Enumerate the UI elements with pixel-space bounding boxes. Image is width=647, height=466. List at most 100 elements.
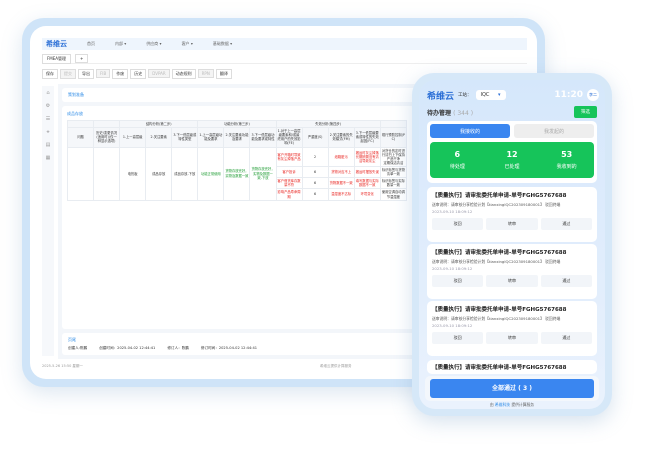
nav-base-data[interactable]: 基础数据 ▾ (212, 41, 233, 46)
item-title: 【质量执行】请审批委托单申请-单号FGHG5767688 (432, 193, 567, 199)
group-header (379, 119, 408, 129)
toolbar-button[interactable]: RPN (197, 69, 214, 78)
footer-prefix: 由 (489, 402, 494, 407)
page-title: 待办管理 ( 344 ) (427, 108, 473, 117)
approve-all-button[interactable]: 全部通过 ( 3 ) (430, 379, 594, 398)
reject-button[interactable]: 驳回 (432, 332, 484, 345)
file-icon[interactable]: ▦ (45, 155, 51, 161)
cell: 填写数据与实际数据不一致 (353, 177, 381, 190)
toolbar-button[interactable]: 保存 (42, 68, 58, 79)
item-actions: 驳回 转审 通过 (432, 332, 592, 345)
column-header: 3.下一低层级或特性类型 (171, 127, 199, 148)
station-value: IQC (480, 92, 490, 98)
list-item-partial: 【质量执行】请审批委托单申请-单号FGHG5767688 (427, 360, 597, 374)
station-select[interactable]: IQC ▾ (475, 90, 506, 100)
footer-suffix: 提供计算服务 (511, 402, 535, 407)
item-time: 2023-09-10 18:09:12 (432, 266, 473, 272)
home-icon[interactable]: ⌂ (46, 90, 50, 96)
column-header: 3.下一低层级要素或特性的失效起因(FC) (353, 127, 381, 148)
toolbar-button[interactable]: FIB (96, 69, 111, 78)
approve-button[interactable]: 通过 (540, 218, 592, 231)
approve-button[interactable]: 通过 (540, 275, 592, 288)
transfer-button[interactable]: 转审 (486, 332, 538, 345)
nav-internal[interactable]: 内部 ▾ (115, 41, 127, 46)
column-header: 2.关注要素的失效模式(FM) (327, 127, 355, 148)
toolbar-button[interactable]: 作废 (112, 68, 129, 79)
add-tab-button[interactable]: + (75, 54, 89, 63)
transfer-button[interactable]: 转审 (486, 275, 538, 288)
count: ( 344 ) (453, 110, 474, 117)
cell: 影响产品寿命周期 (275, 188, 303, 201)
toolbar-button[interactable]: 翻译 (215, 68, 232, 79)
group-header (66, 119, 95, 129)
cause: 环境变化 (360, 192, 374, 197)
top-nav: 希维云 首页 内部 ▾ 供应商 ▾ 客户 ▾ 基础数据 ▾ (42, 38, 527, 50)
status-provider: 希维云提供计算服务 (320, 364, 352, 368)
section-footer: 页尾 创建人:陈鹏 创建时间：2025-04-02 12:44:41 修订人：陈鹏 修… (62, 333, 522, 355)
section-title: 成品存放 (67, 111, 83, 116)
stat-0[interactable]: 6 待处理 (430, 142, 485, 178)
footer-brand[interactable]: 希维科技 (494, 402, 511, 407)
stats-bar: 6 待处理 12 已处理 53 我收到的 (430, 142, 594, 178)
cell: 客户借货库存数量不符 (275, 177, 303, 190)
approve-button[interactable]: 通过 (540, 332, 592, 345)
cell: 6 (301, 177, 329, 190)
tab-received[interactable]: 我接收的 (430, 124, 510, 138)
cell: 客户开箱时导致有灰尘掉落产品 (275, 146, 303, 167)
cell: 对货仓的定时进行清扫上下保持产品干净 定期保洁清洁 (379, 146, 408, 167)
section-title[interactable]: 策划准备 (68, 92, 84, 97)
toolbar-button[interactable]: DVPAR (148, 69, 170, 78)
footer: 由 希维科技 提供计算服务 (419, 402, 605, 408)
cell (66, 146, 95, 201)
item-title: 【质量执行】请审批委托单申请-单号FGHG5767688 (432, 365, 567, 371)
station-label: 工站： (458, 93, 472, 98)
cell: 标识标签与实际数量一致 (379, 177, 408, 190)
toolbar-button[interactable]: 历史 (130, 68, 147, 79)
cause: 填写数据与实际数据不一致 (355, 179, 379, 188)
stat-label: 我收到的 (556, 164, 577, 170)
group-header: 失效分析(第四步) (275, 119, 381, 129)
stat-number: 12 (506, 150, 518, 159)
tree-icon[interactable]: ⚹ (46, 129, 50, 135)
nav-home[interactable]: 首页 (87, 41, 95, 46)
item-description: 送审说明：请审核分享检验计划【tianxingIQC202309180001】 … (432, 202, 561, 207)
phone-screen: 希维云 工站： IQC ▾ 11:20 李二 待办管理 ( 344 ) 筛选 我接… (419, 80, 605, 409)
cell: 6 (301, 165, 329, 179)
list-item[interactable]: 【质量执行】请审批委托单申请-单号FGHG5767688 送审说明：请审核分享检验… (427, 301, 597, 356)
toolbar-button[interactable]: 动态规则 (171, 68, 196, 79)
toolbar-button[interactable]: 提交 (60, 68, 76, 79)
reject-button[interactable]: 驳回 (432, 218, 484, 231)
fmea-table: 结构分析(第二步) 功能分析(第三步) 失效分析(第四步) 问题 历史/变更情况(适用时… (66, 119, 408, 201)
doc-icon[interactable]: ▤ (45, 142, 51, 148)
filter-button[interactable]: 筛选 (574, 106, 597, 118)
transfer-button[interactable]: 转审 (486, 218, 538, 231)
section-prep: 策划准备 (62, 88, 522, 102)
cause: 长期搁置没有清洁导致灰尘 (355, 154, 379, 163)
phone-header: 希维云 工站： IQC ▾ 11:20 李二 (427, 86, 599, 104)
logo: 希维云 (427, 91, 455, 102)
gear-icon[interactable]: ⚙ (45, 103, 51, 109)
tab-fmea[interactable]: FMEA管理 (42, 53, 72, 64)
list-item[interactable]: 【质量执行】请审批委托单申请-单号FGHG5767688 送审说明：请审核分享检验… (427, 187, 597, 242)
nav-supplier[interactable]: 供应商 ▾ (146, 41, 162, 46)
item-title: 【质量执行】请审批委托单申请-单号FGHG5767688 (432, 307, 567, 313)
table-row: 客户借货库存数量不符 6 货物数据不一致 填写数据与实际数据不一致 标识标签与实际数量一… (68, 177, 408, 190)
group-header: 功能分析(第三步) (197, 119, 277, 129)
control: 使用空调自动调节温湿度 (381, 190, 405, 199)
group-header: 结构分析(第二步) (119, 119, 199, 129)
nav-customer[interactable]: 客户 ▾ (181, 41, 193, 46)
avatar[interactable]: 李二 (587, 89, 599, 101)
item-description: 送审说明：请审核分享检验计划【tianxingIQC202309180001】 … (432, 259, 561, 264)
cell: 功能正常使用 (197, 146, 225, 201)
toolbar-button[interactable]: 导出 (78, 68, 94, 79)
cell: 标识标签与货物清单一致 (379, 165, 408, 179)
stat-1[interactable]: 12 已处理 (485, 142, 540, 178)
cell: 货物存放完好，实物及数据一致 (223, 146, 251, 201)
tab-initiated[interactable]: 我发起的 (514, 124, 594, 138)
reject-button[interactable]: 驳回 (432, 275, 484, 288)
stat-2[interactable]: 53 我收到的 (539, 142, 594, 178)
stat-label: 已处理 (504, 164, 520, 170)
list-icon[interactable]: ☰ (45, 116, 51, 122)
cell: 使用空调自动调节温湿度 (379, 188, 408, 201)
list-item[interactable]: 【质量执行】请审批委托单申请-单号FGHG5767688 送审说明：请审核分享检验… (427, 244, 597, 299)
